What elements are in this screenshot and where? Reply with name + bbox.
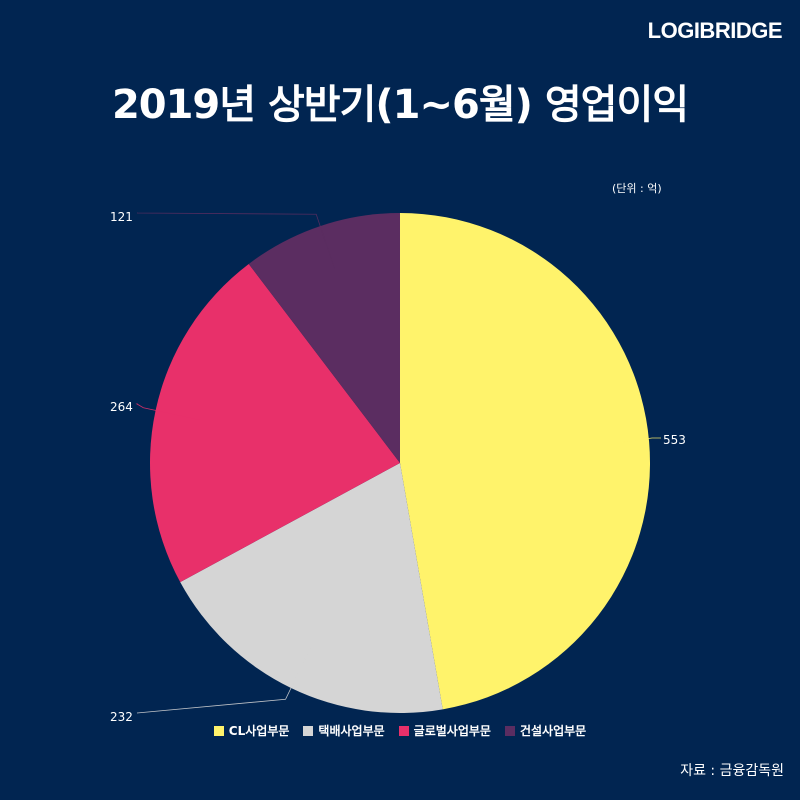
slice-parcel[interactable] [180,463,443,713]
legend-label: 건설사업부문 [519,724,587,738]
legend-label: CL사업부문 [228,724,290,738]
chart-title: 2019년 상반기(1~6월) 영업이익 [111,82,689,128]
legend-item-cl[interactable]: CL사업부문 [213,722,290,739]
slice-cl[interactable] [400,213,651,710]
legend-swatch [504,725,515,736]
chart-legend: CL사업부문 택배사업부문 글로벌사업부문 건설사업부문 [0,722,800,739]
legend-label: 글로벌사업부문 [413,724,491,738]
brand-logo: LOGIBRIDGE [647,18,783,43]
leader-line [135,403,200,421]
legend-swatch [398,725,409,736]
leader-line [604,437,661,446]
legend-swatch [213,725,224,736]
slice-global[interactable] [149,263,400,583]
legend-swatch [303,725,314,736]
legend-label: 택배사업부문 [318,724,385,738]
leader-line [136,647,311,714]
legend-item-construction[interactable]: 건설사업부문 [504,722,587,739]
data-label: 553 [663,433,686,447]
data-label: 264 [110,400,133,414]
data-label: 121 [110,210,133,224]
data-label: 232 [110,710,133,724]
legend-item-global[interactable]: 글로벌사업부문 [398,722,491,739]
unit-note: (단위 : 억) [612,182,662,195]
slice-construction[interactable] [248,213,400,463]
leader-line [136,212,335,269]
source-note: 자료 : 금융감독원 [680,763,784,779]
legend-item-parcel[interactable]: 택배사업부문 [303,722,385,739]
